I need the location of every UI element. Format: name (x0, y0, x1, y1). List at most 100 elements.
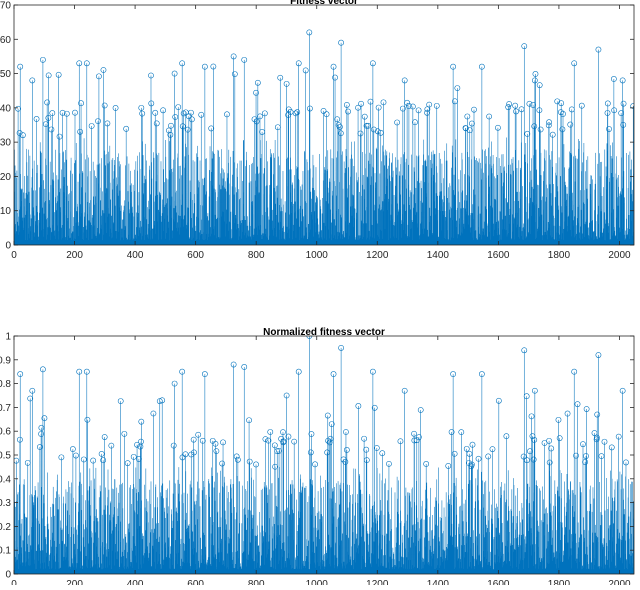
stem-marker (367, 98, 374, 105)
stem-marker (327, 435, 334, 442)
stem-marker (469, 441, 476, 448)
stem-marker (307, 105, 313, 112)
stem-marker (148, 100, 155, 107)
stem-marker (272, 463, 279, 470)
x-tick-label: 800 (248, 579, 265, 585)
stem-marker (452, 98, 458, 105)
stem-marker (171, 70, 178, 77)
stem-marker (423, 461, 430, 467)
stem-marker (36, 444, 43, 450)
stem-marker (271, 442, 278, 449)
x-tick-label: 800 (248, 250, 265, 261)
stem-marker (580, 441, 586, 448)
stem-marker (608, 444, 615, 451)
x-tick-label: 600 (187, 579, 204, 585)
stem-marker (24, 459, 31, 466)
stem-marker (495, 397, 502, 404)
y-tick-label: 0.6 (0, 427, 11, 438)
stem-marker (361, 113, 368, 120)
stem-marker (45, 115, 52, 121)
stem-marker (601, 438, 608, 445)
stem-marker (413, 437, 420, 444)
stem-marker (524, 130, 531, 137)
y-tick-label: 50 (0, 69, 11, 80)
stem-marker (417, 407, 424, 413)
stem-marker (210, 63, 217, 70)
stem-marker (233, 453, 240, 460)
stem-marker (108, 442, 115, 449)
stem-marker (324, 449, 331, 456)
stem-marker (287, 109, 294, 115)
chart-title: Fitness vector (290, 0, 358, 7)
stem-marker (529, 433, 536, 440)
stem-marker (548, 445, 555, 452)
stem-marker (606, 126, 612, 132)
stem-marker (16, 130, 23, 136)
stem-marker (582, 459, 589, 465)
stem-marker (77, 128, 84, 135)
stem-marker (531, 123, 538, 130)
stem-marker (406, 103, 412, 109)
stem-marker (179, 454, 186, 461)
x-tick-label: 600 (187, 250, 204, 261)
stem-marker (241, 56, 248, 63)
stem-marker (466, 127, 473, 134)
y-tick-label: 0.8 (0, 379, 11, 390)
stem-marker (259, 129, 265, 135)
stem-marker (295, 60, 302, 67)
stem-marker (448, 429, 455, 435)
chart-title: Normalized fitness vector (263, 327, 385, 338)
x-tick-label: 1200 (366, 579, 389, 585)
stem-marker (29, 77, 36, 84)
stem-marker (343, 102, 350, 108)
stem-marker (568, 106, 575, 113)
stem-marker (338, 39, 344, 46)
stem-marker (505, 104, 512, 111)
stem-marker (328, 421, 335, 428)
stem-marker (280, 438, 287, 445)
stem-marker (83, 60, 90, 67)
stem-marker (334, 116, 341, 123)
stem-marker (466, 450, 473, 457)
stem-lines (14, 32, 634, 245)
stem-marker (495, 124, 501, 131)
stem-marker (619, 387, 626, 394)
stem-marker (343, 429, 349, 435)
stem-marker (426, 101, 433, 108)
stem-marker (363, 457, 370, 464)
stem-marker (320, 108, 327, 114)
stem-marker (40, 56, 46, 63)
x-tick-label: 1200 (366, 250, 389, 261)
stem-marker (124, 460, 131, 467)
stem-marker (283, 80, 290, 87)
stem-marker (101, 434, 108, 440)
stem-marker (307, 449, 314, 456)
stem-marker (168, 122, 174, 129)
stem-marker (464, 113, 471, 120)
stem-marker (578, 102, 585, 109)
stem-marker (512, 102, 519, 109)
stem-marker (175, 104, 182, 110)
stem-marker (433, 102, 440, 109)
stem-marker (335, 122, 342, 129)
stem-marker (536, 82, 543, 89)
stem-marker (531, 436, 538, 443)
y-tick-label: 30 (0, 138, 11, 149)
stem-marker (274, 448, 281, 455)
stem-marker (224, 111, 230, 118)
stem-marker (73, 452, 79, 459)
y-tick-label: 70 (0, 1, 11, 12)
stem-marker (253, 118, 260, 125)
stem-marker (38, 431, 44, 437)
stem-marker (591, 430, 598, 436)
stem-marker (213, 448, 220, 455)
stem-marker (16, 436, 23, 443)
stem-marker (537, 126, 544, 133)
stem-marker (134, 441, 140, 448)
stem-marker (283, 392, 290, 399)
stem-marker (397, 438, 404, 445)
stem-marker (96, 73, 102, 80)
stem-marker (546, 437, 552, 444)
stem-marker (212, 440, 219, 447)
stem-marker (404, 99, 410, 106)
